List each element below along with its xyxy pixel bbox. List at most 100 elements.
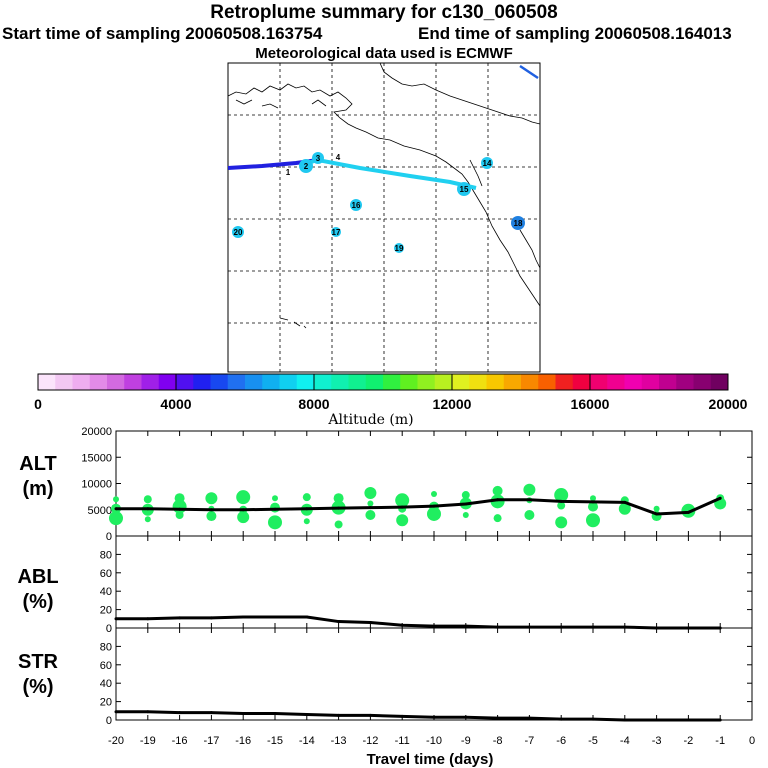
series-point [273,507,277,511]
particle-dot [493,514,502,523]
particle-dot [205,492,218,505]
series-point [527,498,531,502]
colorbar-cell [538,374,556,390]
colorbar-cell [452,374,470,390]
series-point [273,712,277,716]
panel-label-name: STR [18,651,59,673]
map-coastlines [227,62,541,329]
day-marker-label: 16 [352,201,361,210]
particle-dot [302,493,311,502]
altitude-colorbar: 0 4000 8000 12000 16000 20000 Altitude (m) [34,373,748,428]
series-point [432,624,436,628]
series-point [178,711,182,715]
series-line [116,615,721,630]
colorbar-cell [590,374,608,390]
series-point [368,713,372,717]
y-tick-label: 60 [100,660,112,672]
particle-dot [113,496,119,503]
y-tick-label: 15000 [81,452,112,464]
series-point [305,507,309,511]
series-point [337,506,341,510]
particle-dot [618,502,631,515]
colorbar-cell [227,374,246,390]
particle-dot [237,511,250,524]
colorbar-cell [245,374,263,390]
particle-dot [555,516,568,529]
particle-dot [270,502,280,513]
colorbar-cell [624,374,643,390]
colorbar-tick-label: 0 [34,396,42,412]
colorbar-cell [521,374,539,390]
end-time-label: End time of sampling 20060508.164013 [418,24,732,43]
colorbar-ticks: 0 4000 8000 12000 16000 20000 [34,374,748,412]
y-tick-label: 40 [100,586,112,598]
x-tick-label: -3 [652,735,662,747]
y-tick-label: 60 [100,568,112,580]
series-point [623,718,627,722]
series-point [496,716,500,720]
series-point [146,507,150,511]
series-point [209,508,213,512]
colorbar-cell [279,374,298,390]
day-marker-label: 15 [460,185,469,194]
y-tick-label: 5000 [88,505,112,517]
particle-dot [175,511,184,519]
colorbar-cells [38,374,729,390]
particle-dot [524,510,535,520]
coastline-east [519,229,541,269]
panel-alt: 0 5000 10000 15000 20000 ALT (m) [19,426,753,543]
y-tick-label: 0 [106,623,112,635]
day-marker-label: 14 [483,159,492,168]
y-tick-label: 20000 [81,426,112,438]
series-point [559,717,563,721]
colorbar-cell [555,374,574,390]
x-tick-label: -4 [620,735,630,747]
panel-label-unit: (%) [22,676,53,698]
x-tick-label: -13 [331,735,347,747]
y-tick-label: 80 [100,641,112,653]
coastline-islands [235,99,327,109]
series-point [432,715,436,719]
map-corner-track [519,64,539,80]
time-series-panels: 0 5000 10000 15000 20000 ALT (m) 0 20 40 60 80 ABL (%… [17,426,755,768]
colorbar-cell [434,374,453,390]
series-point [718,496,722,500]
panel-label-name: ABL [17,566,58,588]
particle-dot [365,510,376,520]
colorbar-tick-label: 16000 [571,396,610,412]
map-frame [227,62,541,373]
particle-dot [653,505,660,512]
colorbar-cell [365,374,384,390]
particle-dot [490,494,505,509]
colorbar-cell [72,374,91,390]
y-tick-label: 10000 [81,479,112,491]
hawaii-islands [279,317,307,329]
x-tick-label: -11 [395,735,410,747]
particle-dot [143,495,152,504]
series-point [400,505,404,509]
y-tick-label: 20 [100,697,112,709]
x-tick-label: -8 [493,735,503,747]
colorbar-cell [296,374,315,390]
day-marker-dot [350,199,362,211]
x-tick-label: -14 [299,735,315,747]
day-marker-label: 20 [234,228,243,237]
x-tick-label: -10 [426,735,442,747]
x-tick-label: -6 [556,735,566,747]
series-point [241,712,245,716]
map-day-markers: 1 23 4 14 15 16 17 18 19 20 [232,152,525,253]
series-point [464,715,468,719]
series-point [527,716,531,720]
colorbar-tick-label: 20000 [709,396,748,412]
x-tick-label: -15 [267,735,283,747]
particle-dot [588,501,598,512]
x-tick-label: -1 [715,735,725,747]
series-point [623,500,627,504]
particle-dot [395,493,410,508]
particle-dot [144,516,151,523]
colorbar-cell [417,374,436,390]
series-point [146,617,150,621]
coastline-main [227,83,541,307]
series-point [368,620,372,624]
series-point [114,617,118,621]
